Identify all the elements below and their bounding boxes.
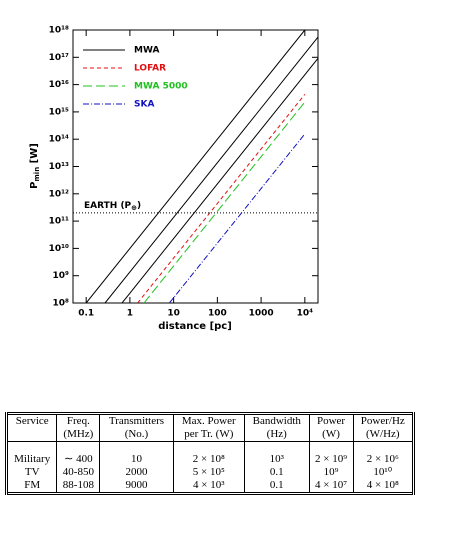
plot-lines (85, 30, 318, 303)
y-tick-label: 10¹⁰ (49, 244, 69, 254)
spacer-cell (4, 441, 57, 453)
y-tick-label: 10¹⁶ (49, 80, 69, 90)
table-cell: 2 × 10⁸ (172, 453, 245, 466)
table-cell: 5 × 10⁵ (172, 466, 245, 479)
y-label-sub: min (33, 167, 41, 182)
x-axis-label: distance [pc] (158, 321, 232, 332)
table-cell: (MHz) (56, 428, 100, 442)
series-line (169, 133, 306, 303)
table-cell: 4 × 10⁷ (308, 479, 354, 494)
x-tick-label: 1000 (249, 309, 274, 319)
table-row: (MHz) (No.) per Tr. (W) (Hz) (W) (W/Hz) (4, 428, 416, 442)
table-cell: 4 × 10³ (172, 479, 245, 494)
y-tick-label: 10⁸ (53, 299, 70, 309)
x-tick-label: 10⁴ (297, 309, 314, 319)
table-cell: FM (4, 479, 57, 494)
spacer-row (4, 441, 416, 453)
x-tick-label: 10 (167, 309, 180, 319)
reference-label-part: EARTH (P (84, 200, 132, 210)
y-label-unit: [W] (29, 143, 40, 167)
table-cell: 0.1 (244, 479, 309, 494)
x-tick-label: 1 (127, 309, 133, 319)
y-tick-label: 10¹⁷ (49, 53, 69, 63)
table-cell: 10 (99, 453, 174, 466)
y-label-base: P (29, 182, 40, 189)
table-cell: 10¹⁰ (352, 466, 416, 479)
table-cell (4, 428, 57, 442)
series-line (104, 36, 318, 303)
table-row: Service Freq. Transmitters Max. Power Bandwi… (4, 413, 416, 428)
chart: distance [pc] Pmin [W] 10⁸ 10⁹ 10¹⁰ 10¹¹ 10¹… (29, 26, 319, 332)
legend-label: MWA 5000 (134, 82, 188, 92)
table-cell: TV (4, 466, 57, 479)
y-tick-label: 10¹⁵ (49, 107, 69, 117)
spacer-cell (172, 441, 245, 453)
x-tick-label: 100 (208, 309, 227, 319)
spacer-cell (244, 441, 309, 453)
table-cell: (No.) (99, 428, 174, 442)
table-cell: Military (4, 453, 57, 466)
y-tick-label: 10⁹ (53, 271, 70, 281)
table-cell: per Tr. (W) (172, 428, 245, 442)
y-tick-label: 10¹² (49, 189, 69, 199)
table-cell: 10⁹ (308, 466, 354, 479)
table-cell: (W/Hz) (352, 428, 416, 442)
table-cell: 2 × 10⁶ (352, 453, 416, 466)
reference-label: EARTH (P⊕) (84, 200, 141, 212)
table-cell: 9000 (99, 479, 174, 494)
reference-label-part: ⊕ (131, 204, 137, 212)
table-cell: (W) (308, 428, 354, 442)
series-line (143, 101, 306, 303)
spacer-cell (308, 441, 354, 453)
table-cell: 0.1 (244, 466, 309, 479)
reference-label-part: ) (137, 200, 141, 210)
y-axis-label: Pmin [W] (29, 143, 41, 189)
table-cell: Bandwidth (244, 413, 309, 428)
spacer-cell (99, 441, 174, 453)
table-cell: Power/Hz (352, 413, 416, 428)
legend-label: LOFAR (134, 64, 166, 74)
series-line (137, 94, 306, 303)
table-row: Military ∼ 400 10 2 × 10⁸ 10³ 2 × 10⁹ 2 × 10⁶ (4, 453, 416, 466)
legend-label: SKA (134, 100, 154, 110)
y-tick-label: 10¹⁴ (49, 135, 69, 145)
y-tick-label: 10¹¹ (49, 217, 69, 227)
series-line (121, 57, 318, 303)
legend-label: MWA (134, 46, 159, 56)
table-cell: 10³ (244, 453, 309, 466)
spacer-cell (56, 441, 100, 453)
table-cell: Power (308, 413, 354, 428)
table-cell: Max. Power (172, 413, 245, 428)
table-cell: 88-108 (56, 479, 100, 494)
table-cell: Service (4, 413, 57, 428)
table-cell: Freq. (56, 413, 100, 428)
spacer-cell (352, 441, 416, 453)
table-cell: 2000 (99, 466, 174, 479)
series-line (85, 30, 306, 303)
y-tick-label: 10¹³ (49, 162, 69, 172)
table-row: TV 40-850 2000 5 × 10⁵ 0.1 10⁹ 10¹⁰ (4, 466, 416, 479)
x-tick-label: 0.1 (78, 309, 94, 319)
data-table: Service Freq. Transmitters Max. Power Bandwi… (4, 412, 416, 495)
table-cell: ∼ 400 (56, 453, 100, 466)
table-cell: 2 × 10⁹ (308, 453, 354, 466)
table-cell: 4 × 10⁸ (352, 479, 416, 494)
y-tick-label: 10¹⁸ (49, 26, 69, 36)
table-cell: (Hz) (244, 428, 309, 442)
table-cell: 40-850 (56, 466, 100, 479)
table-row: FM 88-108 9000 4 × 10³ 0.1 4 × 10⁷ 4 × 10⁸ (4, 479, 416, 494)
table-cell: Transmitters (99, 413, 174, 428)
